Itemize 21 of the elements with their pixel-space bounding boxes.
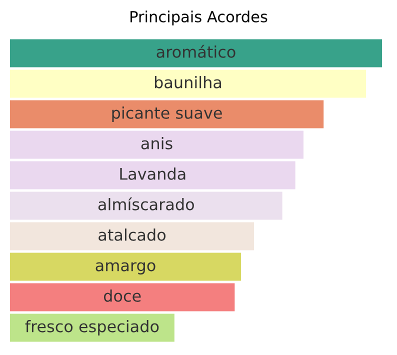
bar	[10, 161, 296, 190]
y-tick-label: doce	[104, 290, 141, 302]
y-tick-label: picante suave	[112, 106, 222, 122]
y-tick-label: amargo	[96, 262, 156, 274]
bar	[10, 100, 324, 128]
y-tick-label: almíscarado	[98, 197, 194, 210]
bar	[10, 252, 242, 281]
bar	[10, 192, 282, 220]
bar	[10, 39, 382, 68]
bar	[10, 314, 174, 342]
y-tick-label: fresco especiado	[25, 320, 159, 336]
bar	[10, 70, 366, 98]
bar	[10, 222, 254, 250]
y-tick-label: Lavanda	[120, 168, 186, 180]
bar	[10, 130, 304, 159]
y-tick-label: atalcado	[98, 228, 166, 241]
bar	[10, 283, 235, 312]
y-tick-label: anis	[141, 137, 172, 150]
chart-title: Principais Acordes	[130, 10, 268, 26]
y-tick-label: aromático	[156, 44, 236, 58]
y-tick-label: baunilha	[154, 76, 222, 88]
